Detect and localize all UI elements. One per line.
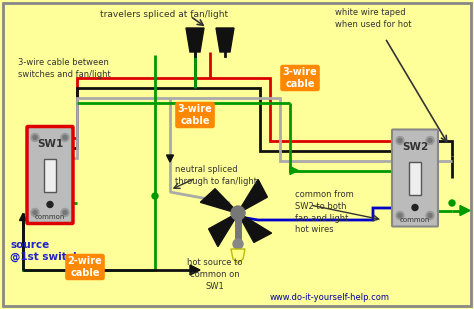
Polygon shape bbox=[240, 215, 272, 243]
Text: www.do-it-yourself-help.com: www.do-it-yourself-help.com bbox=[270, 294, 390, 303]
Bar bbox=[409, 162, 421, 194]
Circle shape bbox=[152, 193, 158, 199]
Polygon shape bbox=[201, 189, 236, 212]
Polygon shape bbox=[231, 249, 245, 263]
Circle shape bbox=[428, 138, 432, 142]
Circle shape bbox=[61, 133, 69, 142]
Circle shape bbox=[398, 138, 402, 142]
Text: neutral spliced
through to fan/light: neutral spliced through to fan/light bbox=[175, 165, 257, 186]
Polygon shape bbox=[460, 205, 470, 215]
Text: 3-wire cable between
switches and fan/light: 3-wire cable between switches and fan/li… bbox=[18, 58, 111, 79]
Circle shape bbox=[428, 214, 432, 218]
Polygon shape bbox=[209, 215, 237, 247]
Polygon shape bbox=[186, 28, 204, 52]
Text: 3-wire
cable: 3-wire cable bbox=[283, 67, 318, 89]
Polygon shape bbox=[240, 180, 267, 211]
Circle shape bbox=[63, 136, 67, 139]
Polygon shape bbox=[290, 167, 298, 175]
FancyBboxPatch shape bbox=[392, 129, 438, 226]
Text: SW2: SW2 bbox=[402, 142, 428, 151]
Circle shape bbox=[231, 206, 245, 220]
Text: SW1: SW1 bbox=[37, 138, 63, 149]
Circle shape bbox=[426, 137, 434, 145]
Polygon shape bbox=[216, 28, 234, 52]
Text: hot source to
common on
SW1: hot source to common on SW1 bbox=[187, 258, 243, 290]
Circle shape bbox=[63, 210, 67, 214]
Text: white wire taped
when used for hot: white wire taped when used for hot bbox=[335, 8, 411, 29]
Circle shape bbox=[412, 205, 418, 210]
Text: common: common bbox=[35, 214, 65, 219]
Polygon shape bbox=[166, 155, 173, 162]
Text: 2-wire
cable: 2-wire cable bbox=[68, 256, 102, 278]
Circle shape bbox=[31, 133, 39, 142]
Circle shape bbox=[33, 136, 37, 139]
Polygon shape bbox=[190, 265, 200, 275]
Polygon shape bbox=[19, 214, 27, 221]
Circle shape bbox=[47, 201, 53, 208]
Circle shape bbox=[426, 211, 434, 219]
Text: common: common bbox=[400, 217, 430, 222]
Circle shape bbox=[449, 200, 455, 206]
Text: source
@1st switch: source @1st switch bbox=[10, 240, 81, 262]
Text: travelers spliced at fan/light: travelers spliced at fan/light bbox=[100, 10, 228, 19]
Bar bbox=[44, 159, 56, 192]
Text: 3-wire
cable: 3-wire cable bbox=[178, 104, 212, 126]
Circle shape bbox=[396, 137, 404, 145]
FancyBboxPatch shape bbox=[27, 126, 73, 223]
Circle shape bbox=[33, 210, 37, 214]
Circle shape bbox=[61, 209, 69, 217]
Circle shape bbox=[31, 209, 39, 217]
Circle shape bbox=[398, 214, 402, 218]
Circle shape bbox=[396, 211, 404, 219]
Text: common from
SW2 to both
fan and light
hot wires: common from SW2 to both fan and light ho… bbox=[295, 190, 354, 235]
Circle shape bbox=[233, 239, 243, 249]
